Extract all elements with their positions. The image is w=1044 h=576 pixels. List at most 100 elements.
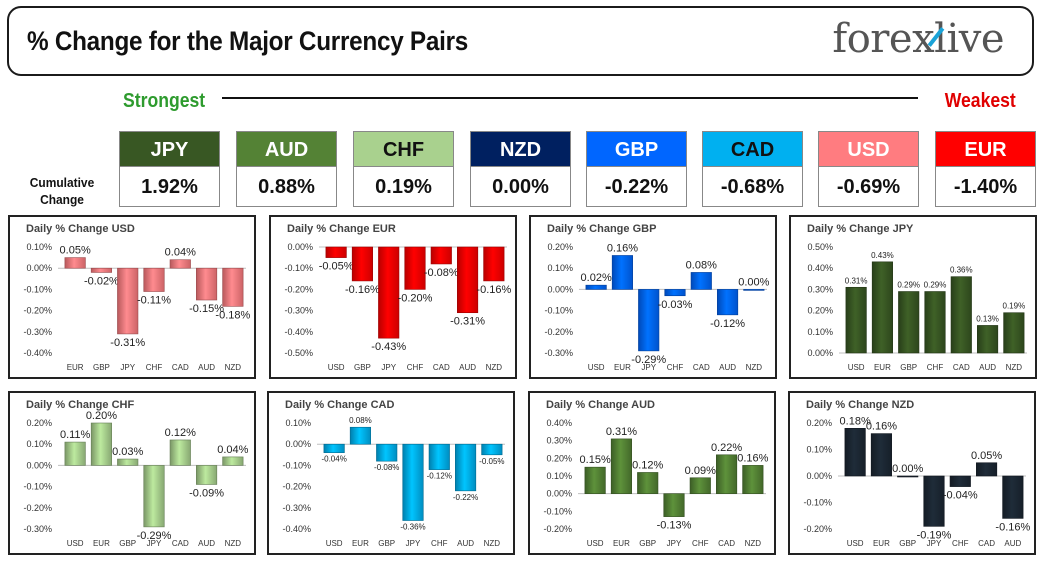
y-tick-label: -0.20% bbox=[543, 524, 572, 534]
currency-cumulative-value: -1.40% bbox=[935, 167, 1036, 207]
x-category-label: JPY bbox=[927, 539, 942, 548]
y-tick-label: -0.20% bbox=[23, 503, 52, 513]
x-category-label: JPY bbox=[667, 539, 682, 548]
bar-data-label: -0.29% bbox=[137, 530, 172, 542]
bar-data-label: -0.16% bbox=[345, 284, 380, 296]
bar bbox=[323, 443, 345, 453]
y-tick-label: 0.20% bbox=[807, 306, 833, 316]
chart-panel-chf: Daily % Change CHF 0.20% 0.10% 0.00% -0.10%… bbox=[8, 391, 256, 555]
bar-data-label: 0.15% bbox=[580, 454, 611, 466]
bar bbox=[222, 456, 244, 466]
y-tick-label: -0.40% bbox=[23, 348, 52, 358]
y-tick-label: 0.20% bbox=[26, 418, 52, 428]
currency-box: NZD 0.00% bbox=[470, 131, 571, 207]
chart-panel-usd: Daily % Change USD 0.10% 0.00% -0.10% -0.20… bbox=[8, 215, 256, 379]
bar bbox=[483, 246, 505, 282]
x-category-label: NZD bbox=[225, 539, 242, 548]
x-category-label: NZD bbox=[745, 539, 762, 548]
y-tick-label: 0.10% bbox=[26, 439, 52, 449]
bar-data-label: -0.43% bbox=[371, 341, 406, 353]
y-tick-label: -0.40% bbox=[284, 327, 313, 337]
y-tick-label: 0.00% bbox=[287, 242, 313, 252]
bar bbox=[870, 433, 892, 477]
weakest-label: Weakest bbox=[944, 90, 1016, 112]
x-category-label: GBP bbox=[899, 539, 916, 548]
x-category-label: USD bbox=[587, 539, 604, 548]
bar-data-label: -0.03% bbox=[658, 299, 693, 311]
currency-cumulative-value: 1.92% bbox=[119, 167, 220, 207]
bar-data-label: 0.08% bbox=[686, 259, 717, 271]
bar bbox=[664, 289, 686, 297]
bar-data-label: 0.29% bbox=[897, 281, 920, 290]
bar bbox=[663, 493, 685, 517]
currency-box: USD -0.69% bbox=[818, 131, 919, 207]
y-tick-label: -0.10% bbox=[282, 460, 311, 470]
x-category-label: USD bbox=[326, 539, 343, 548]
bar bbox=[457, 246, 479, 314]
bar-data-label: 0.00% bbox=[892, 463, 923, 475]
bar-data-label: 0.22% bbox=[711, 442, 742, 454]
chart-cad: 0.10% 0.00% -0.10% -0.20% -0.30% -0.40% -0.04%… bbox=[282, 416, 505, 548]
x-category-label: AUD bbox=[1004, 539, 1021, 548]
y-tick-label: -0.10% bbox=[23, 482, 52, 492]
y-tick-label: -0.30% bbox=[544, 348, 573, 358]
bar bbox=[143, 267, 165, 292]
bar bbox=[404, 246, 426, 290]
bar bbox=[871, 261, 893, 354]
bar bbox=[717, 289, 739, 316]
x-category-label: CHF bbox=[692, 539, 709, 548]
x-category-label: EUR bbox=[874, 363, 891, 372]
bar-data-label: -0.12% bbox=[710, 318, 745, 330]
bar-data-label: 0.02% bbox=[581, 272, 612, 284]
x-category-label: GBP bbox=[119, 539, 136, 548]
y-tick-label: 0.00% bbox=[546, 489, 572, 499]
chart-panel-eur: Daily % Change EUR 0.00% -0.10% -0.20% -0.3… bbox=[269, 215, 517, 379]
bar-data-label: -0.09% bbox=[189, 487, 224, 499]
x-category-label: CHF bbox=[407, 363, 424, 372]
chart-eur: 0.00% -0.10% -0.20% -0.30% -0.40% -0.50% -0.05… bbox=[284, 242, 511, 372]
bar bbox=[378, 246, 400, 339]
bar bbox=[585, 284, 607, 290]
x-category-label: NZD bbox=[225, 363, 242, 372]
bar bbox=[196, 465, 218, 485]
y-tick-label: 0.10% bbox=[285, 418, 311, 428]
currency-box: CHF 0.19% bbox=[353, 131, 454, 207]
y-tick-label: -0.20% bbox=[803, 524, 832, 534]
bar bbox=[455, 443, 477, 492]
bar bbox=[143, 465, 165, 528]
bar-data-label: 0.12% bbox=[632, 459, 663, 471]
bar bbox=[402, 443, 424, 521]
x-category-label: GBP bbox=[378, 539, 395, 548]
x-category-label: EUR bbox=[67, 363, 84, 372]
bar-data-label: 0.03% bbox=[112, 446, 143, 458]
x-category-label: CAD bbox=[718, 539, 735, 548]
chart-title: Daily % Change USD bbox=[26, 223, 135, 235]
page-title: % Change for the Major Currency Pairs bbox=[27, 26, 469, 56]
bar-data-label: -0.11% bbox=[137, 295, 171, 307]
x-category-label: CAD bbox=[693, 363, 710, 372]
logo-text: forexlive bbox=[832, 16, 1004, 62]
x-category-label: GBP bbox=[900, 363, 917, 372]
x-category-label: USD bbox=[588, 363, 605, 372]
x-category-label: CAD bbox=[172, 363, 189, 372]
x-category-label: JPY bbox=[381, 363, 396, 372]
chart-panel-gbp: Daily % Change GBP 0.20% 0.10% 0.00% -0.10%… bbox=[529, 215, 777, 379]
bar bbox=[1002, 475, 1024, 519]
forexlive-logo: forexlive bbox=[832, 16, 1004, 62]
bar bbox=[638, 289, 660, 352]
bar bbox=[977, 325, 999, 354]
y-tick-label: -0.10% bbox=[544, 306, 573, 316]
x-category-label: EUR bbox=[352, 539, 369, 548]
bar bbox=[949, 475, 971, 487]
y-tick-label: 0.30% bbox=[546, 436, 572, 446]
bar bbox=[716, 454, 738, 494]
bar bbox=[844, 427, 866, 477]
bar bbox=[325, 246, 347, 258]
bar bbox=[898, 291, 920, 354]
y-tick-label: 0.20% bbox=[806, 418, 832, 428]
y-tick-label: -0.10% bbox=[284, 263, 313, 273]
bar bbox=[351, 246, 373, 282]
y-tick-label: 0.30% bbox=[807, 284, 833, 294]
bar-data-label: 0.00% bbox=[738, 276, 769, 288]
bar bbox=[117, 458, 139, 466]
